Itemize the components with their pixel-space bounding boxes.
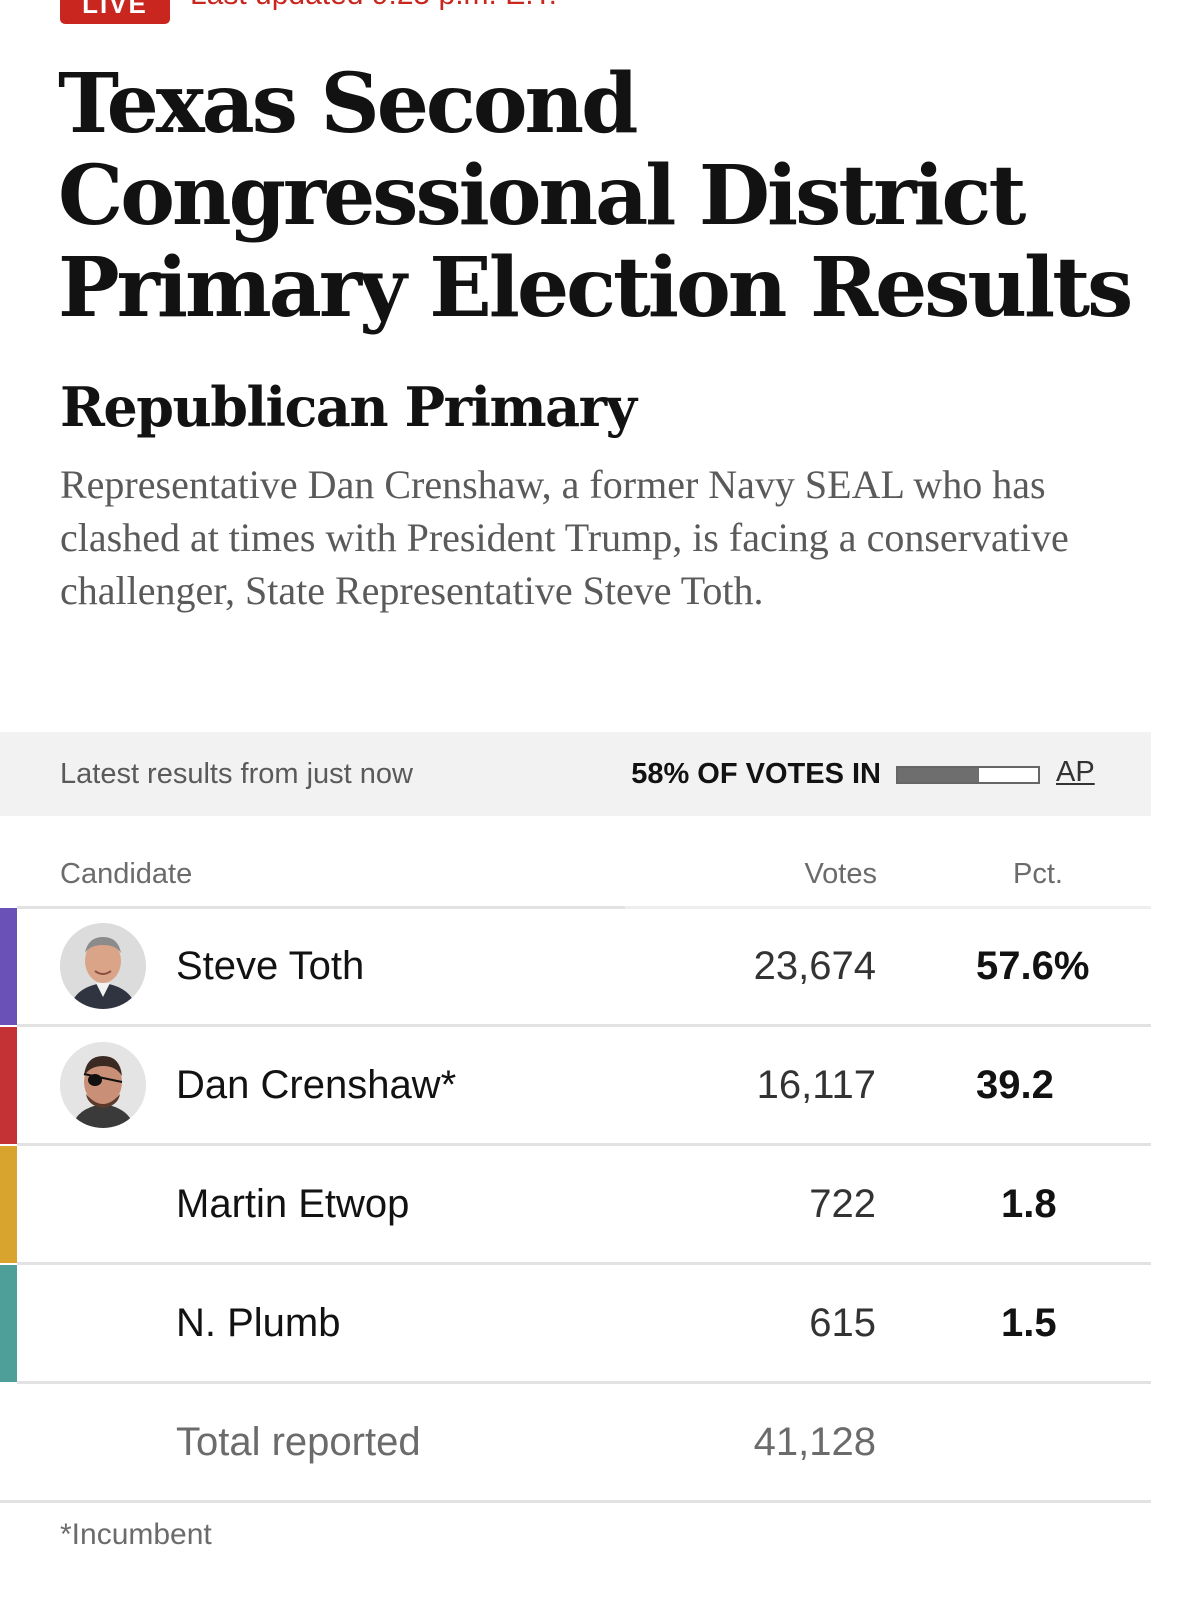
header-divider: [625, 906, 1151, 909]
race-summary: Representative Dan Crenshaw, a former Na…: [60, 462, 1069, 613]
party-color-stripe: [0, 908, 17, 1025]
candidate-name: Martin Etwop: [176, 1182, 410, 1226]
pct-column-header: Pct.: [1013, 858, 1063, 890]
candidate-pct: 1.5: [1001, 1301, 1057, 1345]
total-reported-label: Total reported: [176, 1420, 421, 1464]
row-divider: [17, 1024, 1151, 1027]
page-title: Texas Second Congressional District Prim…: [58, 56, 1133, 336]
race-title: Republican Primary: [60, 375, 637, 439]
ap-source-link[interactable]: AP: [1056, 756, 1095, 788]
party-color-stripe: [0, 1027, 17, 1144]
latest-results-text: Latest results from just now: [60, 758, 413, 790]
last-updated-text: Last updated 9:25 p.m. E.T.: [190, 0, 557, 12]
votes-in-progress-bar: [896, 766, 1040, 784]
row-divider: [0, 1500, 1151, 1503]
total-row: Total reported 41,128: [0, 1382, 1151, 1503]
candidate-name: Dan Crenshaw*: [176, 1063, 457, 1107]
candidate-row: Steve Toth 23,674 57.6%: [0, 908, 1151, 1027]
votes-in-progress-fill: [898, 768, 980, 782]
candidate-name: N. Plumb: [176, 1301, 341, 1345]
candidate-row: N. Plumb 615 1.5: [0, 1265, 1151, 1384]
total-votes: 41,128: [753, 1420, 876, 1464]
party-color-stripe: [0, 1265, 17, 1382]
candidate-pct: 1.8: [1001, 1182, 1057, 1226]
candidate-votes: 16,117: [756, 1063, 876, 1107]
candidate-pct: 57.6%: [976, 944, 1090, 988]
candidate-row: Dan Crenshaw* 16,117 39.2: [0, 1027, 1151, 1146]
header-divider: [17, 906, 625, 909]
candidate-photo-crenshaw: [60, 1042, 146, 1128]
live-badge: LIVE: [60, 0, 170, 24]
party-color-stripe: [0, 1146, 17, 1263]
candidate-pct: 39.2: [976, 1063, 1054, 1107]
row-divider: [17, 1143, 1151, 1146]
candidate-row: Martin Etwop 722 1.8: [0, 1146, 1151, 1265]
candidate-votes: 615: [809, 1301, 876, 1345]
candidate-photo-toth: [60, 923, 146, 1009]
candidate-votes: 23,674: [753, 944, 876, 988]
candidate-name: Steve Toth: [176, 944, 365, 988]
candidate-votes: 722: [809, 1182, 876, 1226]
incumbent-footnote: *Incumbent: [60, 1518, 212, 1551]
votes-in-text: 58% OF VOTES IN: [631, 758, 881, 790]
candidate-column-header: Candidate: [60, 858, 193, 890]
row-divider: [17, 1262, 1151, 1265]
results-status-bar: Latest results from just now 58% OF VOTE…: [0, 732, 1151, 816]
row-divider: [17, 1381, 1151, 1384]
votes-column-header: Votes: [804, 858, 877, 890]
